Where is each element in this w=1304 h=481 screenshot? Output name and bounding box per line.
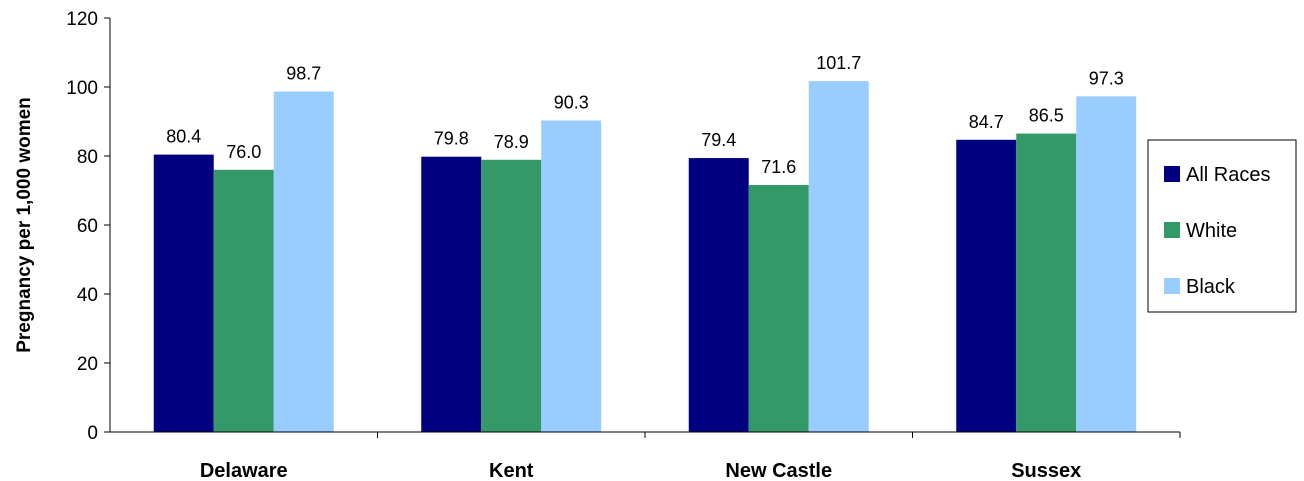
data-label: 97.3 bbox=[1089, 68, 1124, 88]
x-axis-categories: Delaware Kent New Castle Sussex bbox=[200, 432, 1181, 481]
data-label: 78.9 bbox=[494, 132, 529, 152]
bar-all-races bbox=[153, 154, 214, 432]
data-labels: 80.4 76.0 98.7 79.8 78.9 90.3 79.4 71.6 101.7 84.… bbox=[166, 53, 1124, 177]
y-tick-label: 60 bbox=[77, 216, 98, 237]
data-label: 84.7 bbox=[969, 112, 1004, 132]
bar-black bbox=[541, 120, 602, 432]
y-tick-label: 20 bbox=[77, 354, 98, 375]
data-label: 90.3 bbox=[554, 92, 589, 112]
legend-label: All Races bbox=[1186, 164, 1270, 186]
data-label: 79.8 bbox=[434, 129, 469, 149]
x-category-label: New Castle bbox=[725, 460, 832, 481]
bars bbox=[153, 81, 1137, 433]
y-axis-ticks: 0 20 40 60 80 100 120 bbox=[66, 9, 110, 444]
bar-all-races bbox=[688, 158, 749, 432]
y-tick-label: 100 bbox=[66, 78, 98, 99]
bar-white bbox=[481, 159, 542, 433]
bar-white bbox=[748, 184, 809, 432]
bar-all-races bbox=[421, 156, 482, 432]
bar-white bbox=[1016, 133, 1077, 432]
y-tick-label: 80 bbox=[77, 147, 98, 168]
y-tick-label: 120 bbox=[66, 9, 98, 30]
data-label: 80.4 bbox=[166, 127, 201, 147]
x-category-label: Kent bbox=[489, 460, 534, 481]
legend-label: White bbox=[1186, 220, 1237, 242]
data-label: 76.0 bbox=[226, 142, 261, 162]
y-axis-title: Pregnancy per 1,000 women bbox=[14, 97, 35, 353]
bar-black bbox=[808, 81, 869, 432]
bar-black bbox=[1076, 96, 1137, 432]
legend-swatch-white bbox=[1164, 222, 1180, 238]
y-tick-label: 40 bbox=[77, 285, 98, 306]
x-category-label: Delaware bbox=[200, 460, 288, 481]
data-label: 98.7 bbox=[286, 63, 321, 83]
data-label: 79.4 bbox=[701, 130, 736, 150]
y-tick-label: 0 bbox=[87, 423, 98, 444]
legend-swatch-all-races bbox=[1164, 166, 1180, 182]
legend-swatch-black bbox=[1164, 278, 1180, 294]
legend: All Races White Black bbox=[1147, 139, 1297, 313]
data-label: 101.7 bbox=[816, 53, 861, 73]
data-label: 71.6 bbox=[761, 157, 796, 177]
data-label: 86.5 bbox=[1029, 106, 1064, 126]
x-category-label: Sussex bbox=[1011, 460, 1081, 481]
legend-label: Black bbox=[1186, 276, 1236, 298]
bar-white bbox=[213, 169, 274, 433]
bar-black bbox=[273, 91, 334, 433]
bar-all-races bbox=[956, 139, 1017, 432]
